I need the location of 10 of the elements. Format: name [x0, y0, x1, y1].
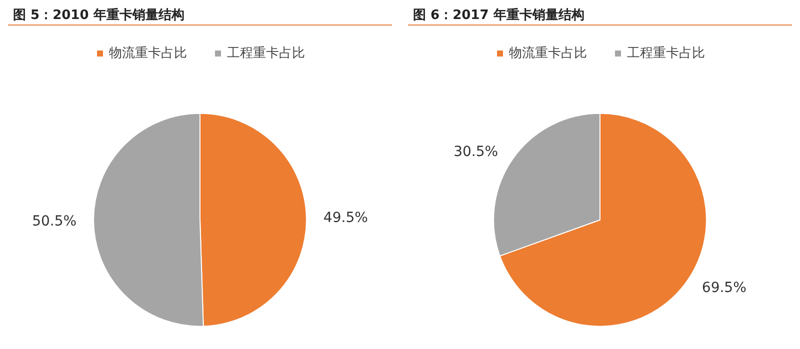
data-label: 69.5%: [702, 280, 746, 296]
legend-label: 物流重卡占比: [509, 45, 587, 61]
chart-title: 图 6：2017 年重卡销量结构: [413, 7, 584, 23]
data-label: 49.5%: [323, 210, 368, 226]
data-label: 30.5%: [454, 144, 498, 160]
chart-title: 图 5：2010 年重卡销量结构: [13, 7, 184, 23]
legend-label: 工程重卡占比: [227, 46, 305, 61]
data-label: 50.5%: [32, 214, 77, 230]
legend-label: 工程重卡占比: [627, 46, 705, 61]
legend-label: 物流重卡占比: [109, 45, 187, 61]
